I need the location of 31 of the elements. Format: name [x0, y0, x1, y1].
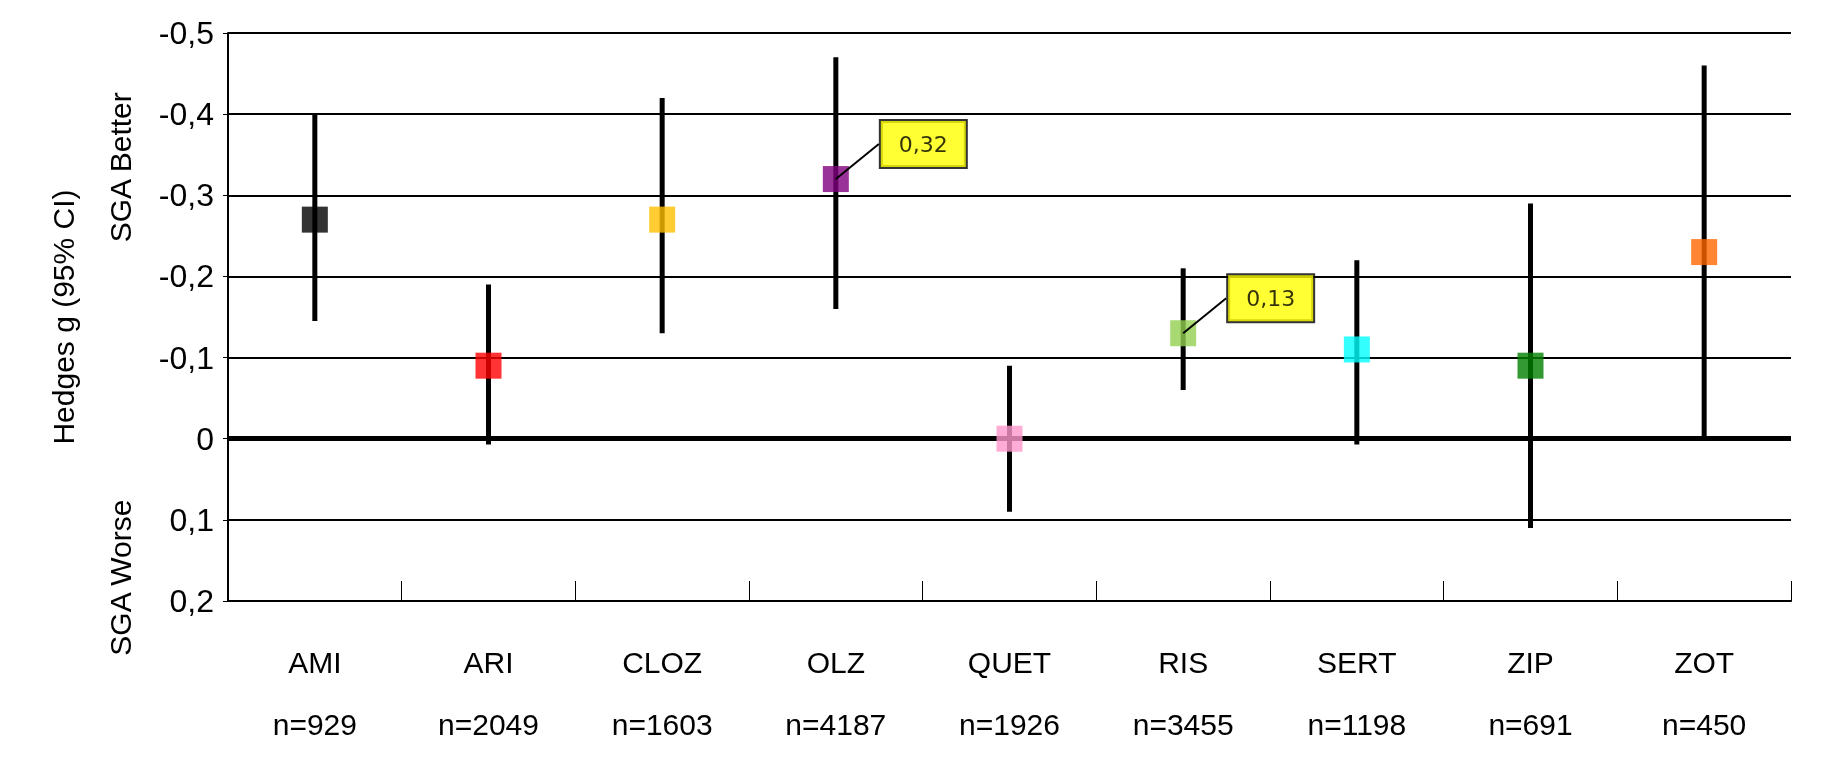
y-tick-label: -0,5 — [158, 15, 214, 51]
annotation: 0,32 — [898, 131, 948, 157]
annotation: 0,13 — [1246, 285, 1296, 311]
x-tick-label: CLOZ n=1603 — [611, 645, 713, 741]
point — [1691, 239, 1718, 266]
y-tick-label: 0,2 — [169, 583, 214, 619]
point — [1170, 320, 1197, 347]
text: SGA Better — [103, 92, 137, 243]
point — [1343, 336, 1370, 363]
text: SGA Worse — [103, 499, 137, 656]
x-tick-label: ZOT n=450 — [1662, 645, 1747, 741]
point — [822, 166, 849, 193]
y-tick-label: 0 — [196, 420, 214, 457]
x-tick-label: OLZ n=4187 — [785, 645, 887, 741]
x-tick-label: RIS n=3455 — [1132, 645, 1234, 741]
point — [301, 206, 328, 233]
y-axis-title: Hedges g (95% CI) — [46, 189, 80, 445]
point — [1517, 352, 1544, 379]
x-tick-label: ZIP n=691 — [1488, 645, 1573, 741]
x-tick-label: ARI n=2049 — [438, 645, 539, 741]
y-tick-label: -0,3 — [158, 177, 214, 214]
x-tick-label: QUET n=1926 — [959, 645, 1060, 741]
y-tick-label: 0,1 — [169, 501, 214, 538]
y-tick-label: -0,1 — [158, 339, 214, 376]
y-tick-label: -0,2 — [158, 258, 214, 295]
y-tick-label: -0,4 — [158, 96, 214, 133]
x-tick-label: SERT n=1198 — [1307, 645, 1407, 741]
x-tick-label: AMI n=929 — [272, 645, 357, 741]
point — [649, 206, 676, 233]
point — [996, 425, 1023, 452]
point — [475, 352, 502, 379]
